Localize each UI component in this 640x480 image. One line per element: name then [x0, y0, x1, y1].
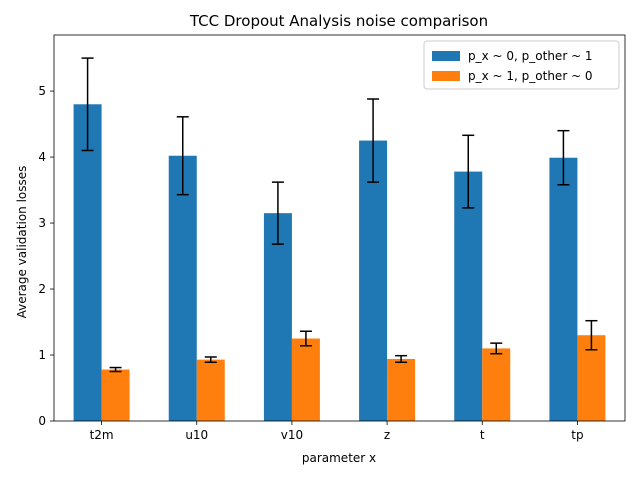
legend-swatch-series-1: [432, 51, 460, 61]
bar-z-series-2: [387, 358, 416, 421]
bar-t-series-1: [454, 171, 483, 421]
y-tick-label-0: 0: [38, 414, 46, 428]
y-tick-label-3: 3: [38, 216, 46, 230]
bar-z-series-1: [359, 140, 388, 422]
bar-tp-series-1: [549, 157, 578, 421]
bars-layer: [73, 104, 606, 422]
legend-swatch-series-2: [432, 71, 460, 81]
legend-label-series-2: p_x ~ 1, p_other ~ 0: [468, 69, 593, 83]
bar-t2m-series-2: [101, 369, 130, 421]
y-tick-label-5: 5: [38, 84, 46, 98]
x-tick-label-z: z: [384, 428, 390, 442]
x-tick-label-u10: u10: [185, 428, 208, 442]
y-tick-label-4: 4: [38, 150, 46, 164]
plot-frame: [53, 34, 626, 422]
x-tick-label-tp: tp: [571, 428, 583, 442]
legend: p_x ~ 0, p_other ~ 1 p_x ~ 1, p_other ~ 0: [423, 40, 620, 90]
y-tick-label-2: 2: [38, 282, 46, 296]
legend-box: [423, 40, 620, 90]
y-tick-label-1: 1: [38, 348, 46, 362]
bar-t-series-2: [482, 348, 511, 421]
y-axis-label: Average validation losses: [15, 166, 29, 319]
legend-label-series-1: p_x ~ 0, p_other ~ 1: [468, 49, 593, 63]
x-tick-label-t: t: [480, 428, 485, 442]
y-axis: 0 1 2 3 4 5: [38, 84, 54, 428]
x-axis: t2m u10 v10 z t tp: [90, 421, 584, 442]
x-axis-label: parameter x: [302, 451, 376, 465]
bar-v10-series-2: [291, 338, 320, 421]
chart-title: TCC Dropout Analysis noise comparison: [189, 12, 488, 30]
x-tick-label-v10: v10: [281, 428, 303, 442]
bar-v10-series-1: [263, 213, 292, 421]
bar-u10-series-2: [196, 359, 225, 421]
bar-u10-series-1: [168, 155, 197, 421]
errorbars-layer: [81, 57, 598, 373]
bar-t2m-series-1: [73, 104, 102, 422]
x-tick-label-t2m: t2m: [90, 428, 114, 442]
